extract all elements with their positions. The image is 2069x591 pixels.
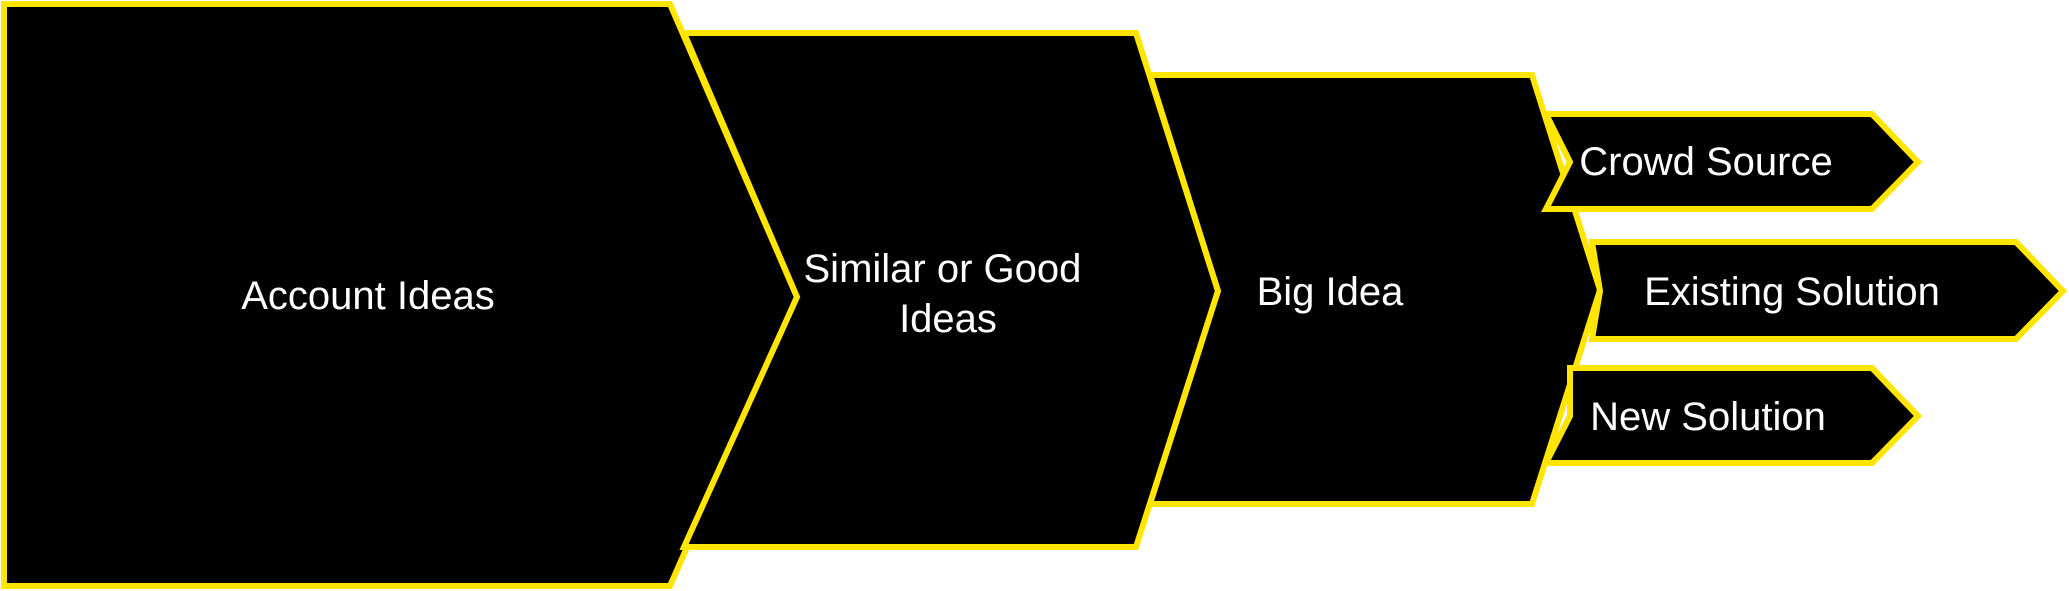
outcome-existing-solution-arrow: [1588, 239, 2068, 342]
stage-account-ideas: Account Ideas: [1, 1, 801, 589]
stage-similar-or-good-ideas-shape: [679, 30, 1222, 550]
stage-similar-or-good-ideas-label-line2: Ideas: [899, 297, 997, 341]
stage-big-idea-shape: [1145, 72, 1604, 507]
stage-big-idea-label: Big Idea: [1257, 270, 1405, 314]
stage-big-idea: Big Idea: [1145, 72, 1604, 507]
stage-similar-or-good-ideas-label: Similar or Good Ideas: [804, 247, 1093, 341]
outcome-crowd-source: Crowd Source: [1541, 111, 1923, 212]
outcome-crowd-source-arrow: [1541, 111, 1923, 212]
outcome-existing-solution-label: Existing Solution: [1644, 270, 1940, 314]
outcome-new-solution-label: New Solution: [1590, 395, 1826, 439]
outcome-new-solution: New Solution: [1541, 365, 1923, 466]
outcome-new-solution-arrow: [1541, 365, 1923, 466]
outcome-existing-solution: Existing Solution: [1588, 239, 2068, 342]
stage-similar-or-good-ideas-label-line1: Similar or Good: [804, 247, 1082, 291]
stage-similar-or-good-ideas: Similar or Good Ideas: [679, 30, 1222, 550]
outcome-crowd-source-label: Crowd Source: [1579, 140, 1832, 184]
stage-account-ideas-label: Account Ideas: [241, 274, 495, 318]
